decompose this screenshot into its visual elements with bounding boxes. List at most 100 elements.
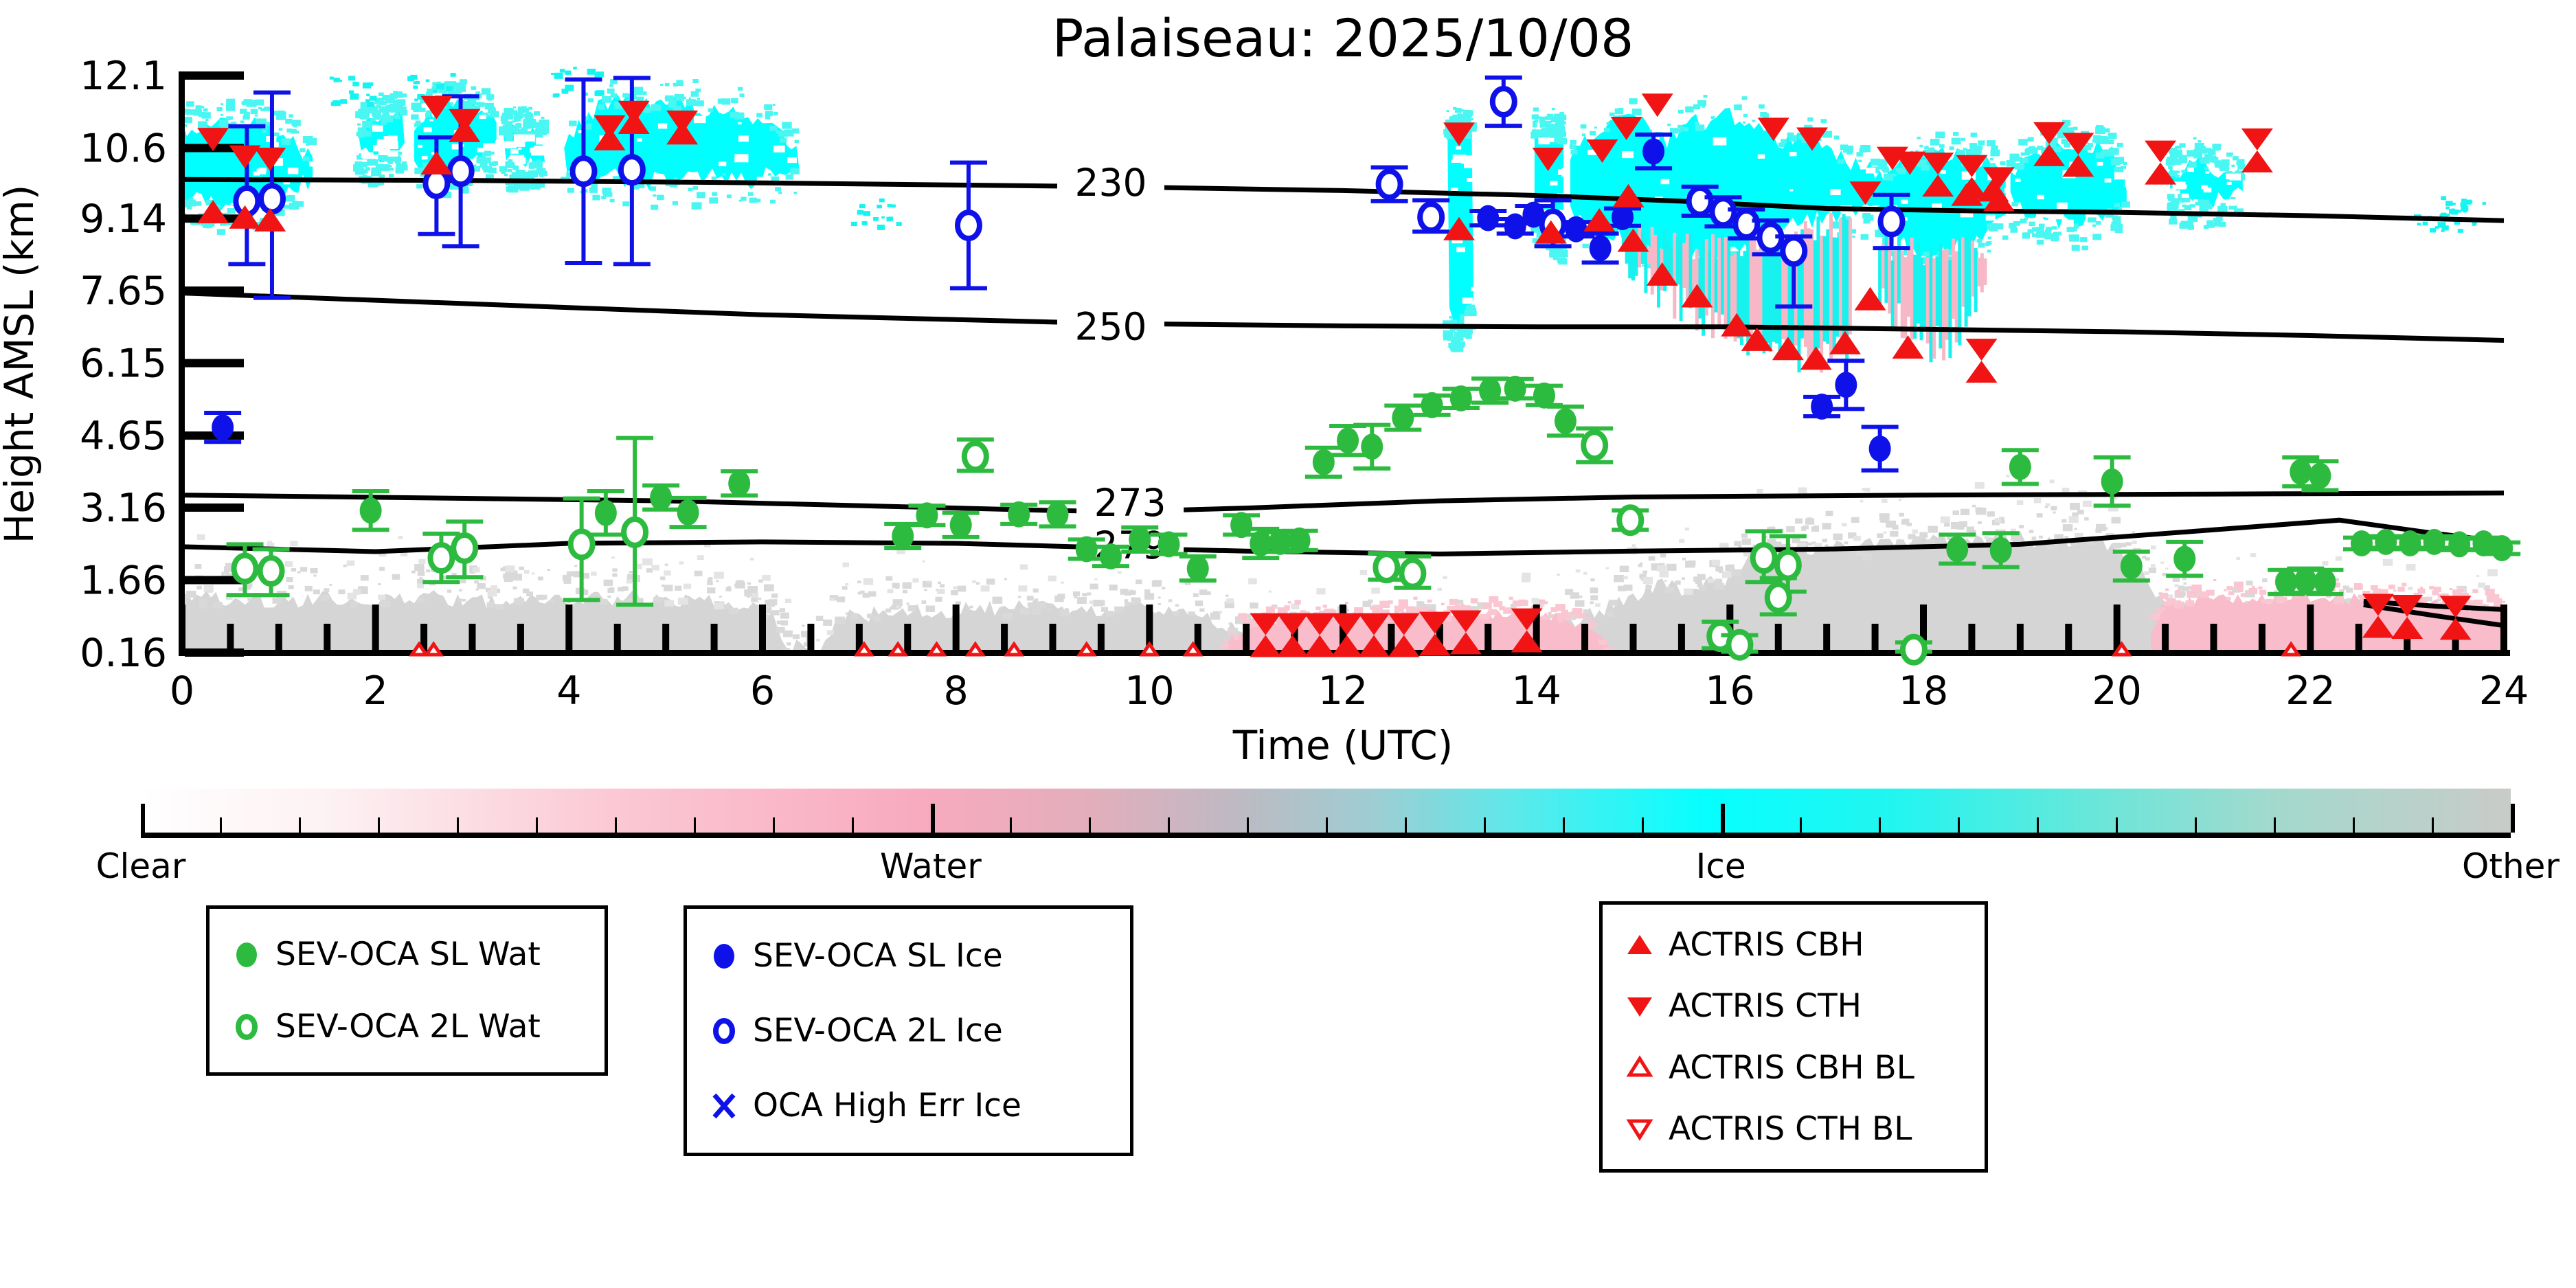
speckle — [2339, 589, 2345, 594]
speckle — [524, 113, 533, 120]
speckle — [2049, 479, 2055, 484]
speckle — [1949, 146, 1954, 150]
cth-triangle — [449, 109, 481, 133]
speckle — [1346, 609, 1350, 612]
speckle — [649, 186, 656, 191]
speckle — [526, 171, 529, 174]
isotherm-line — [181, 490, 2505, 515]
speckle — [2009, 153, 2020, 161]
legend-marker-triangle-up-filled-icon — [1627, 934, 1652, 954]
filled-circle-point — [2275, 569, 2298, 596]
speckle — [413, 108, 419, 112]
cbh-triangle — [1535, 220, 1567, 244]
speckle — [2035, 231, 2046, 238]
speckle — [220, 221, 227, 226]
cbh-triangle — [2033, 144, 2066, 166]
speckle — [1676, 128, 1682, 133]
speckle — [775, 187, 781, 192]
speckle — [449, 102, 453, 105]
speckle — [2182, 204, 2186, 207]
y-axis-label: Height AMSL (km) — [0, 185, 43, 544]
speckle — [242, 100, 249, 106]
speckle — [657, 194, 664, 201]
speckle — [188, 197, 194, 201]
speckle — [1795, 518, 1803, 524]
speckle — [250, 109, 258, 115]
speckle — [1394, 605, 1404, 613]
speckle — [1807, 117, 1814, 122]
x-tick-minor — [1388, 624, 1395, 653]
speckle — [1642, 570, 1647, 574]
speckle — [365, 161, 372, 166]
speckle — [481, 88, 491, 95]
colorbar-tick-minor — [852, 817, 854, 833]
speckle — [714, 572, 724, 579]
speckle — [1152, 580, 1162, 587]
speckle — [1846, 150, 1853, 155]
ice-speck — [415, 80, 420, 84]
filled-circle-point — [1989, 536, 2012, 563]
speckle — [1440, 602, 1445, 606]
speckle — [2033, 498, 2042, 504]
speckle — [1089, 600, 1094, 605]
speckle — [1533, 114, 1538, 117]
cbh-triangle — [1681, 284, 1713, 308]
speckle — [1582, 243, 1589, 249]
speckle — [1605, 611, 1614, 617]
legend-entry-label: SEV-OCA SL Wat — [275, 936, 541, 973]
speckle — [329, 583, 332, 586]
speckle — [1987, 140, 1996, 146]
speckle — [1855, 549, 1866, 556]
speckle — [1921, 164, 1930, 171]
speckle — [1551, 107, 1555, 111]
speckle — [1560, 242, 1564, 245]
speckle — [1994, 518, 2002, 523]
speckle — [1456, 347, 1464, 352]
speckle — [902, 582, 912, 589]
x-tick-label: 12 — [1318, 668, 1368, 714]
cloud-hole — [2015, 178, 2021, 182]
filled-circle-point — [2350, 530, 2373, 557]
speckle — [1579, 595, 1583, 598]
speckle — [2121, 166, 2126, 169]
speckle — [2262, 578, 2268, 583]
speckle — [1548, 611, 1552, 615]
filled-circle-point — [2101, 468, 2123, 495]
speckle — [1427, 599, 1432, 603]
speckle — [532, 181, 541, 187]
speckle — [1530, 227, 1539, 233]
speckle — [906, 602, 909, 605]
speckle — [414, 168, 424, 174]
colorbar-tick-minor — [2116, 817, 2118, 833]
cth-triangle — [618, 100, 650, 124]
y-tick-label: 0.16 — [80, 631, 167, 676]
speckle — [863, 578, 874, 585]
x-tick-label: 22 — [2285, 668, 2336, 714]
speckle — [278, 128, 283, 131]
filled-circle-point — [1946, 536, 1969, 563]
speckle — [288, 585, 294, 589]
cloud-hole — [388, 135, 398, 142]
speckle — [922, 580, 932, 588]
speckle — [1986, 537, 1996, 544]
speckle — [762, 574, 771, 581]
speckle — [1371, 587, 1380, 594]
speckle — [765, 115, 771, 120]
speckle — [2417, 597, 2428, 604]
cbh-bl-triangle — [888, 641, 909, 657]
speckle — [1291, 603, 1300, 610]
colorbar-label-other: Other — [2462, 846, 2560, 886]
speckle — [509, 174, 518, 181]
speckle — [1004, 578, 1007, 580]
speckle — [673, 105, 681, 112]
cloud-hole — [773, 145, 785, 152]
cbh-triangle — [1388, 635, 1420, 657]
speckle — [731, 98, 738, 104]
speckle — [1657, 565, 1667, 572]
speckle — [1912, 529, 1918, 534]
speckle — [758, 579, 763, 583]
speckle — [722, 604, 730, 609]
speckle — [524, 570, 530, 574]
speckle — [227, 208, 236, 214]
x-tick-minor — [662, 624, 670, 653]
